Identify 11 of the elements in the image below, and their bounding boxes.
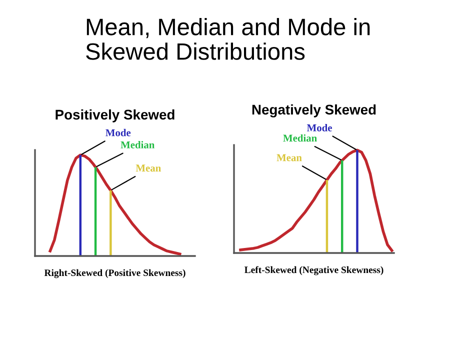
x-axis-title: Left-Skewed (Negative Skewness) [244,266,384,276]
annotation: Mean [276,154,302,162]
text: Median [283,134,317,142]
chart-title: Negatively Skewed [252,104,376,118]
text: Mode [106,128,131,136]
annotation: Mean [136,164,161,172]
text: Median [120,141,155,148]
text: Mode [306,124,332,132]
x-axis-title: Right-Skewed (Positive Skewness) [44,269,186,278]
text: Mean, Median and Mode in Skewed Distributions [86,18,370,60]
chart-title: Positively Skewed [56,109,174,122]
